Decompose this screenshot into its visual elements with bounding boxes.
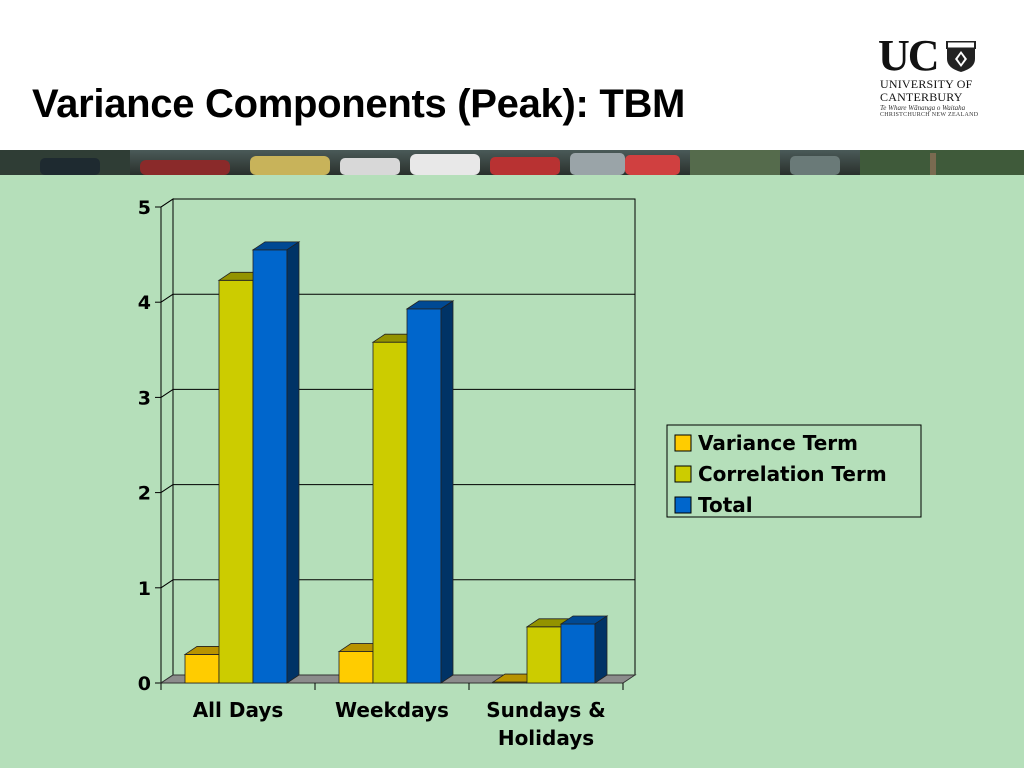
bar-total-2 [405, 300, 455, 684]
legend-label: Variance Term [698, 431, 858, 455]
y-tick-label: 3 [138, 387, 151, 409]
y-tick-label: 5 [138, 197, 151, 219]
y-tick-label: 1 [138, 578, 151, 600]
logo-initials: UC [878, 31, 940, 80]
bar-front [338, 651, 374, 684]
gridline-side [160, 579, 174, 589]
legend-label: Total [698, 493, 753, 517]
y-tick-label: 4 [138, 292, 151, 314]
plot-side-wall [160, 198, 174, 684]
bar-front [406, 308, 442, 684]
legend-label: Correlation Term [698, 462, 887, 486]
y-tick-label: 2 [138, 483, 151, 505]
legend-swatch [674, 496, 692, 514]
legend-box [666, 424, 922, 518]
bar-front [526, 626, 562, 684]
legend-swatch [674, 434, 692, 452]
chart-legend: Variance Term Correlation Term Total [666, 424, 922, 518]
bar-front [252, 249, 288, 684]
slide-title: Variance Components (Peak): TBM [32, 82, 686, 126]
variance-components-chart: 0 1 2 3 4 5 All Days Weekdays Sundays & Holidays V… [138, 197, 922, 750]
bar-side [594, 615, 608, 684]
logo-city: CHRISTCHURCH NEW ZEALAND [880, 112, 979, 118]
logo-line-2: CANTERBURY [880, 90, 963, 104]
logo-line-1: UNIVERSITY OF [880, 77, 973, 91]
logo-maori-name: Te Whare Wānanga o Waitaha [880, 104, 966, 112]
x-category-label: Weekdays [335, 698, 449, 722]
bar-side [286, 241, 300, 684]
x-category-label: Sundays & Holidays [486, 698, 605, 750]
traffic-photo-banner [0, 150, 1024, 175]
bar-side [440, 300, 454, 684]
bar-front [372, 341, 408, 684]
legend-swatch [674, 465, 692, 483]
slide-header: Variance Components (Peak): TBM UC UNIVE… [0, 0, 1024, 150]
gridline-side [160, 484, 174, 494]
university-logo: UC UNIVERSITY OF CANTERBURY Te Whare Wān… [876, 31, 984, 120]
bar-front [218, 279, 254, 684]
bar-front [560, 623, 596, 684]
x-category-label: All Days [193, 698, 284, 722]
gridline-side [160, 198, 174, 208]
bar-total-1 [251, 241, 301, 684]
y-tick-label: 0 [138, 673, 151, 695]
chart-bars [183, 241, 609, 684]
gridline-side [160, 388, 174, 398]
crest-icon [946, 41, 976, 72]
gridline-side [160, 293, 174, 303]
bar-total-3 [559, 615, 609, 684]
bar-front [184, 654, 220, 684]
